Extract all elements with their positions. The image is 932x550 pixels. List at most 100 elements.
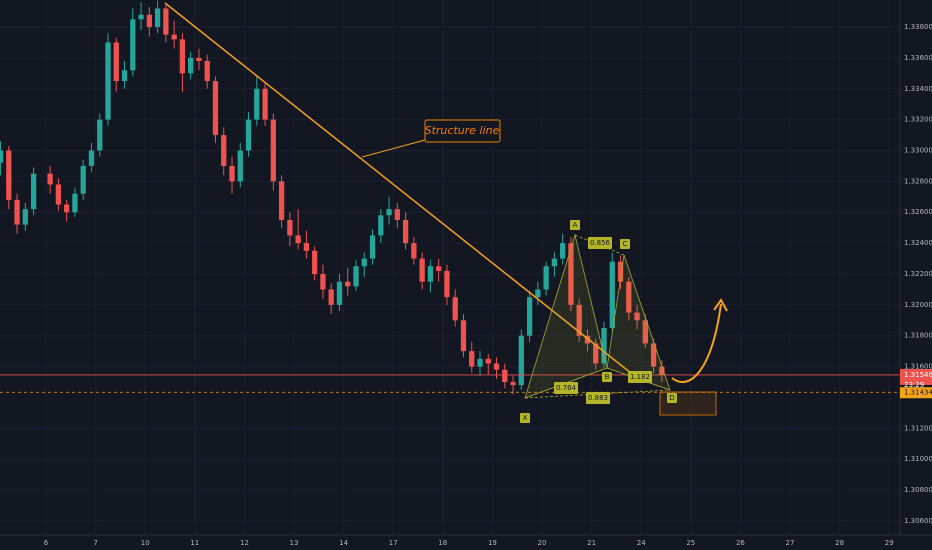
point-box <box>620 239 630 249</box>
candle-body <box>188 57 194 74</box>
candle-body <box>105 42 111 120</box>
callout-line <box>361 139 426 158</box>
point-box <box>602 372 612 382</box>
candle-body <box>584 335 591 344</box>
level-label: 1.31434 <box>904 389 932 397</box>
candle-body <box>394 209 400 220</box>
ratio-label: 0.764 <box>556 384 577 392</box>
x-tick-label: 12 <box>240 539 249 547</box>
x-tick-label: 14 <box>339 539 348 547</box>
ratio-box <box>586 392 610 404</box>
point-label: A <box>573 221 578 229</box>
candle-body <box>262 88 268 120</box>
y-tick-label: 1.32400 <box>904 239 932 247</box>
x-tick-label: 25 <box>686 539 695 547</box>
ratio-label: 0.883 <box>588 394 608 402</box>
candle-body <box>634 312 640 321</box>
ratio-label: 0.856 <box>590 239 611 247</box>
y-tick-label: 1.32200 <box>904 270 932 278</box>
y-tick-label: 1.33200 <box>904 116 932 124</box>
last-price-box <box>900 368 932 385</box>
candle-body <box>171 34 177 40</box>
candle-body <box>130 19 136 71</box>
x-tick-label: 11 <box>190 539 199 547</box>
candle-body <box>212 81 219 136</box>
y-tick-label: 1.33400 <box>904 85 932 93</box>
level-box <box>900 387 932 399</box>
x-tick-label: 18 <box>438 539 447 547</box>
candle-body <box>535 289 541 298</box>
candle-body <box>303 243 310 251</box>
candle-body <box>518 335 524 386</box>
candle-body <box>361 258 367 267</box>
candle-body <box>6 150 12 200</box>
candle-body <box>510 382 516 386</box>
candle-body <box>336 281 343 305</box>
candle-body <box>245 119 252 151</box>
candle-body <box>543 266 549 290</box>
x-tick-label: 21 <box>587 539 596 547</box>
candle-body <box>64 204 70 213</box>
x-tick-label: 28 <box>835 539 844 547</box>
candle-body <box>386 209 392 216</box>
point-label: C <box>623 240 628 248</box>
candle-body <box>254 88 260 120</box>
candle-body <box>196 57 202 61</box>
candle-body <box>0 150 4 163</box>
callout-box <box>424 119 501 143</box>
candle-body <box>601 328 607 364</box>
y-tick-label: 1.33800 <box>904 23 932 31</box>
candle-body <box>419 258 425 282</box>
arrow-head <box>713 298 728 312</box>
candle-body <box>80 165 86 194</box>
x-tick-label: 26 <box>736 539 745 547</box>
x-tick-label: 19 <box>488 539 497 547</box>
candle-body <box>121 70 128 82</box>
candle-body <box>659 366 665 375</box>
candle-body <box>204 60 210 82</box>
candle-body <box>369 235 376 259</box>
candle-body <box>609 261 615 329</box>
candle-body <box>560 243 566 259</box>
candle-body <box>229 165 235 182</box>
candle-body <box>287 219 293 236</box>
candle-body <box>452 297 458 321</box>
point-box <box>570 220 580 230</box>
ratio-box <box>554 382 578 394</box>
point-box <box>520 413 530 423</box>
candle-body <box>576 304 582 336</box>
candle-body <box>163 8 169 35</box>
x-tick-label: 17 <box>389 539 398 547</box>
candle-body <box>179 39 186 74</box>
candle-body <box>526 297 533 336</box>
candle-body <box>72 193 78 213</box>
y-tick-label: 1.33000 <box>904 146 932 154</box>
projection-arrow <box>671 303 722 384</box>
candle-body <box>278 181 285 220</box>
x-tick-label: 10 <box>141 539 150 547</box>
candle-body <box>485 358 491 364</box>
candle-body <box>411 243 417 259</box>
ratio-box <box>588 237 612 249</box>
candle-body <box>47 173 53 185</box>
x-tick-label: 13 <box>290 539 299 547</box>
x-tick-label: 7 <box>93 539 97 547</box>
point-label: X <box>523 414 528 422</box>
candle-body <box>460 320 467 352</box>
candle-body <box>444 270 450 298</box>
point-box <box>667 393 677 403</box>
y-tick-label: 1.33600 <box>904 54 932 62</box>
candle-body <box>502 369 508 383</box>
y-tick-label: 1.32000 <box>904 301 932 309</box>
candles <box>0 0 900 395</box>
candle-body <box>55 184 62 205</box>
grid <box>0 0 900 535</box>
y-tick-label: 1.31200 <box>904 424 932 432</box>
y-tick-label: 1.30800 <box>904 486 932 494</box>
candle-body <box>30 173 37 210</box>
candle-body <box>593 343 599 364</box>
y-tick-label: 1.31600 <box>904 363 932 371</box>
drawings: Structure line X A B C D 0.856 0.764 1.1… <box>164 2 728 423</box>
candle-body <box>328 289 334 305</box>
